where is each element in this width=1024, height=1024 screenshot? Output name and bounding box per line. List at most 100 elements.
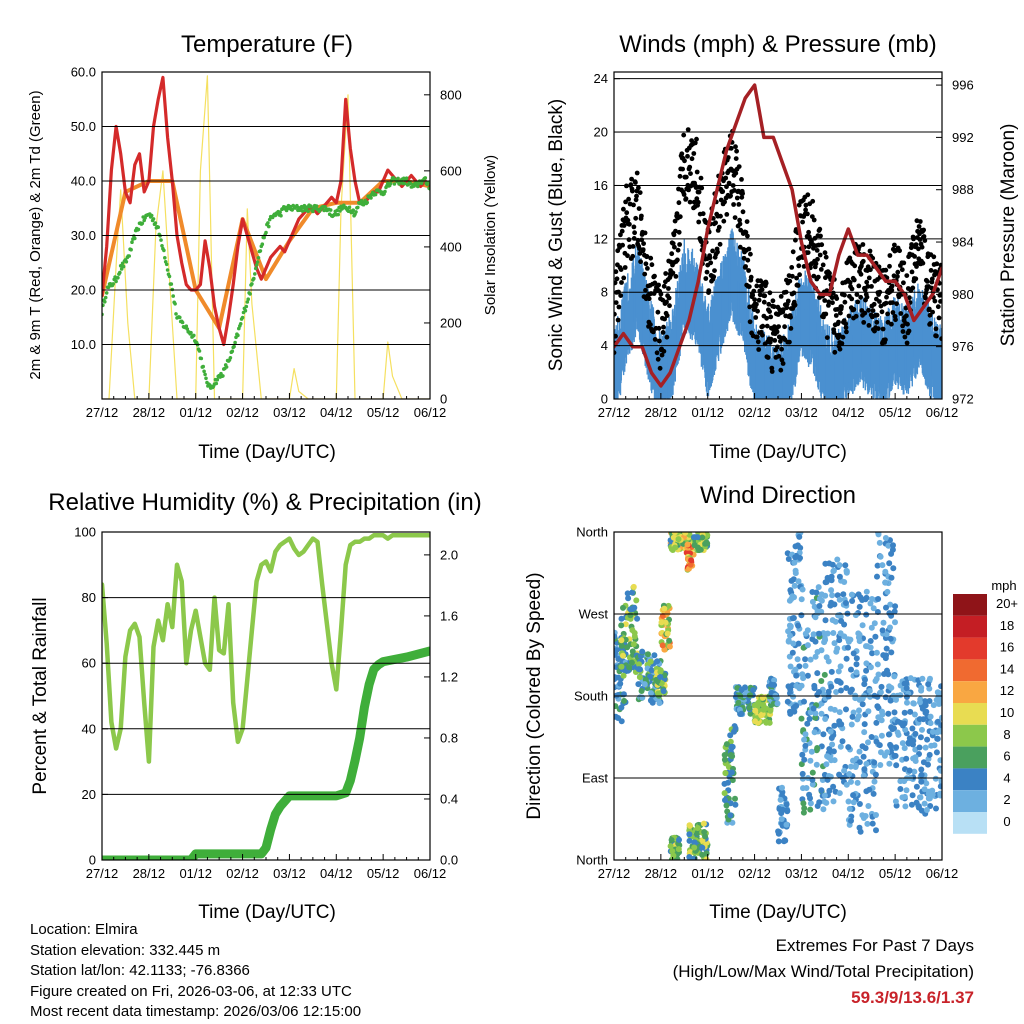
dewpoint-point (254, 263, 259, 267)
wind-direction-point (794, 656, 801, 663)
wind-direction-point (888, 649, 895, 656)
wind-direction-point (798, 715, 805, 722)
wind-direction-point (937, 783, 942, 790)
humidity-ytick-label: 40 (82, 721, 96, 736)
wind-direction-point (783, 801, 790, 808)
wind-direction-point (802, 742, 809, 749)
dewpoint-point (258, 249, 263, 253)
dewpoint-point (118, 270, 122, 275)
wind-direction-point (890, 542, 896, 549)
wind-direction-point (919, 705, 926, 712)
gust-point (674, 211, 680, 217)
temperature-ylabel-right: Solar Insolation (Yellow) (482, 155, 499, 315)
wind-direction-point (798, 596, 805, 603)
gust-point (904, 340, 910, 346)
wind-direction-point (728, 743, 735, 750)
extremes-heading: Extremes For Past 7 Days (775, 936, 974, 955)
wind-direction-point (868, 624, 875, 631)
dewpoint-point (215, 377, 220, 382)
gust-point (708, 260, 714, 266)
gust-point (885, 311, 890, 317)
humidity-ytick-label: 100 (74, 525, 96, 540)
wind-direction-point (723, 741, 730, 748)
wind-direction-point (752, 718, 758, 725)
gust-point (743, 264, 748, 269)
wind-direction-point (617, 680, 624, 687)
wind-direction-point (901, 778, 908, 785)
wind-direction-point (828, 683, 835, 690)
gust-point (894, 301, 899, 307)
wind-direction-point (890, 565, 897, 572)
wind-direction-point (938, 714, 942, 721)
gust-point (895, 274, 900, 279)
wind-direction-point (633, 597, 640, 604)
dewpoint-point (102, 303, 105, 308)
gust-point (778, 294, 784, 299)
wind-direction-point (649, 699, 656, 706)
gust-point (837, 346, 843, 352)
direction-xtick-label: 02/12 (738, 866, 771, 881)
wind-direction-point (892, 619, 898, 626)
gust-point (659, 352, 665, 358)
wind-direction-point (899, 722, 906, 729)
dewpoint-point (106, 285, 111, 290)
wind-direction-point (887, 697, 894, 704)
wind-direction-point (774, 700, 781, 707)
wind-direction-point (911, 711, 918, 718)
wind-direction-point (785, 637, 792, 644)
gust-point (843, 325, 849, 330)
wind-direction-point (903, 787, 910, 794)
wind-direction-point (861, 721, 868, 728)
gust-point (753, 315, 759, 320)
gust-point (919, 244, 925, 250)
wind-direction-point (885, 542, 892, 549)
wind-direction-point (843, 655, 850, 662)
wind-direction-point (655, 690, 662, 697)
wind-direction-point (861, 729, 868, 736)
wind-direction-point (801, 805, 808, 812)
wind-direction-point (790, 640, 797, 647)
temperature-xtick-label: 04/12 (320, 405, 353, 420)
wind-direction-point (630, 583, 637, 590)
wind-direction-point (620, 672, 627, 679)
wind-direction-point (836, 562, 843, 569)
wind-direction-point (793, 682, 800, 689)
wind-direction-point (636, 661, 642, 668)
wind-direction-point (901, 709, 908, 716)
wind-direction-point (816, 630, 823, 637)
dewpoint-point (388, 181, 393, 186)
wind-direction-point (830, 783, 837, 790)
gust-point (790, 273, 795, 279)
gust-point (868, 267, 873, 273)
dewpoint-point (165, 268, 170, 272)
wind-direction-point (882, 535, 889, 541)
wind-direction-point (682, 532, 689, 536)
dewpoint-point (253, 266, 258, 271)
gust-point (926, 306, 932, 312)
wind-direction-point (875, 532, 882, 538)
gust-point (731, 202, 736, 207)
gust-point (836, 332, 842, 338)
wind-direction-point (906, 767, 913, 774)
temperature-ytick-label: 30.0 (71, 228, 96, 243)
wind-direction-point (802, 656, 809, 663)
gust-point (934, 333, 939, 339)
wind-direction-point (863, 611, 870, 618)
wind-direction-point (787, 708, 793, 715)
gust-point (895, 269, 901, 275)
gust-point (756, 347, 762, 352)
wind-direction-point (839, 738, 846, 745)
winds-ylabel-right: Station Pressure (Maroon) (998, 124, 1019, 347)
humidity-xtick-label: 05/12 (367, 866, 400, 881)
dewpoint-point (392, 182, 397, 186)
wind-direction-point (818, 597, 825, 604)
gust-point (898, 311, 904, 316)
humidity-ylabel-left: Percent & Total Rainfall (30, 597, 51, 794)
gust-point (843, 321, 849, 327)
dewpoint-point (184, 324, 189, 329)
wind-direction-point (918, 771, 925, 778)
winds-y2tick-label: 984 (952, 235, 974, 250)
gust-point (925, 279, 930, 284)
wind-direction-point (861, 681, 868, 688)
wind-direction-point (812, 714, 819, 721)
